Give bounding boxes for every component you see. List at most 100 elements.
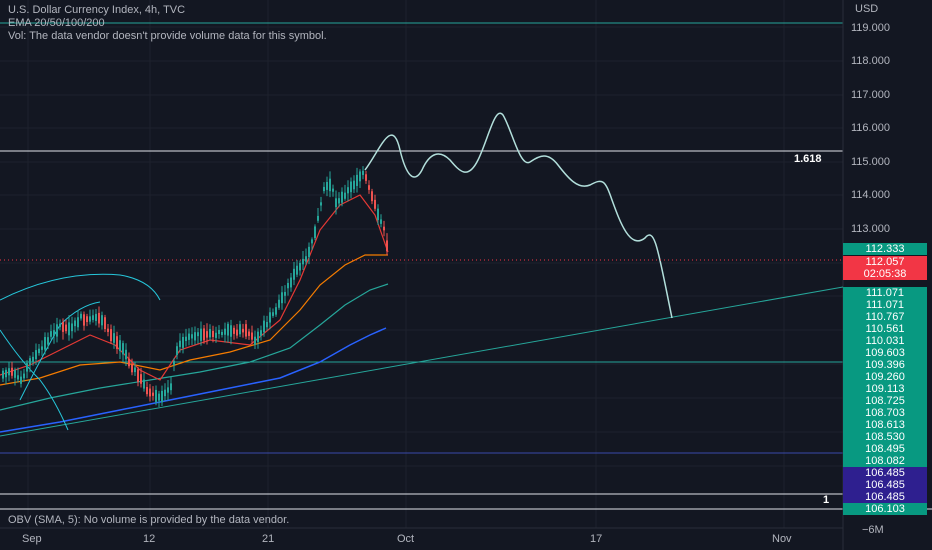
candle-body: [281, 292, 283, 304]
indicator-price-label: 106.485: [843, 479, 927, 491]
candle-body: [332, 188, 334, 192]
ema-indicator-label[interactable]: EMA 20/50/100/200: [8, 17, 105, 29]
candle-body: [104, 317, 106, 330]
indicator-price-label: 110.767: [843, 311, 927, 323]
candle-body: [233, 327, 235, 334]
candle-body: [341, 191, 343, 203]
candle-body: [287, 282, 289, 289]
candle-body: [158, 393, 160, 401]
candle-body: [305, 256, 307, 262]
candle-body: [176, 346, 178, 356]
candle-body: [74, 320, 76, 327]
candle-body: [164, 389, 166, 397]
candle-body: [35, 350, 37, 360]
candle-body: [86, 316, 88, 323]
symbol-title[interactable]: U.S. Dollar Currency Index, 4h, TVC: [8, 4, 186, 16]
obv-axis-label: −6M: [862, 524, 884, 536]
candle-body: [386, 240, 388, 252]
candle-body: [200, 328, 202, 341]
candle-body: [359, 171, 361, 182]
time-tick: Sep: [22, 533, 42, 545]
candle-body: [92, 315, 94, 320]
indicator-price-label: 108.495: [843, 443, 927, 455]
candle-body: [26, 363, 28, 372]
price-tick: 115.000: [851, 156, 890, 168]
candle-body: [152, 392, 154, 396]
candle-body: [320, 202, 322, 206]
candle-body: [119, 340, 121, 352]
indicator-price-label: 106.485: [843, 491, 927, 503]
candle-body: [290, 277, 292, 288]
indicator-price-label: 108.082: [843, 455, 927, 467]
last-price-label: 112.057: [843, 256, 927, 268]
candle-body: [113, 333, 115, 343]
candle-body: [197, 332, 199, 337]
indicator-price-label: 110.031: [843, 335, 927, 347]
candle-body: [344, 192, 346, 199]
candle-body: [53, 330, 55, 336]
volume-indicator-label[interactable]: Vol: The data vendor doesn't provide vol…: [8, 30, 327, 42]
candle-body: [29, 358, 31, 365]
candle-body: [368, 185, 370, 190]
obv-indicator-label[interactable]: OBV (SMA, 5): No volume is provided by t…: [8, 514, 290, 526]
candle-body: [140, 374, 142, 384]
candle-body: [170, 383, 172, 391]
candle-body: [209, 329, 211, 338]
candle-body: [275, 307, 277, 315]
candle-body: [227, 323, 229, 336]
candle-body: [338, 198, 340, 204]
price-tick: 114.000: [851, 189, 890, 201]
candle-body: [71, 323, 73, 332]
candle-body: [257, 331, 259, 343]
currency-label: USD: [855, 3, 879, 15]
ema-100-line: [0, 283, 389, 411]
indicator-price-label: 106.103: [843, 503, 927, 515]
candle-body: [155, 389, 157, 402]
candle-body: [65, 324, 67, 332]
candle-body: [8, 368, 10, 376]
candle-body: [182, 336, 184, 348]
price-tick: 119.000: [851, 22, 890, 34]
candle-body: [347, 187, 349, 194]
ema-200-line: [0, 327, 387, 433]
candle-body: [323, 186, 325, 192]
candle-body: [329, 178, 331, 192]
candle-body: [110, 329, 112, 342]
ema-50-line: [0, 254, 388, 386]
candle-body: [185, 336, 187, 341]
candle-body: [50, 331, 52, 337]
candle-body: [284, 291, 286, 296]
candle-body: [215, 332, 217, 338]
candle-body: [194, 332, 196, 341]
candle-body: [23, 373, 25, 379]
candle-body: [248, 331, 250, 336]
candle-body: [62, 322, 64, 332]
candle-body: [317, 215, 319, 221]
candle-body: [326, 182, 328, 190]
fib-1-label: 1: [823, 494, 830, 506]
candle-body: [203, 328, 205, 341]
candle-body: [32, 356, 34, 363]
candle-body: [314, 226, 316, 239]
price-tick: 117.000: [851, 89, 890, 101]
indicator-price-label: 109.260: [843, 371, 927, 383]
indicator-price-label: 111.071: [843, 299, 927, 311]
candle-body: [68, 322, 70, 336]
candle-body: [383, 226, 385, 231]
chart-legend: U.S. Dollar Currency Index, 4h, TVC EMA …: [8, 4, 327, 43]
candle-body: [371, 191, 373, 202]
price-tick: 116.000: [851, 122, 890, 134]
candle-body: [242, 328, 244, 333]
candle-body: [296, 265, 298, 275]
candle-body: [191, 334, 193, 339]
candle-body: [20, 376, 22, 384]
candle-body: [17, 375, 19, 380]
projection-path[interactable]: [364, 112, 673, 319]
candle-body: [107, 328, 109, 332]
ascending-trendline[interactable]: [0, 286, 844, 437]
band-upper: [0, 273, 161, 301]
candle-body: [299, 262, 301, 271]
candle-body: [116, 336, 118, 349]
bar-countdown-label: 02:05:38: [843, 268, 927, 280]
